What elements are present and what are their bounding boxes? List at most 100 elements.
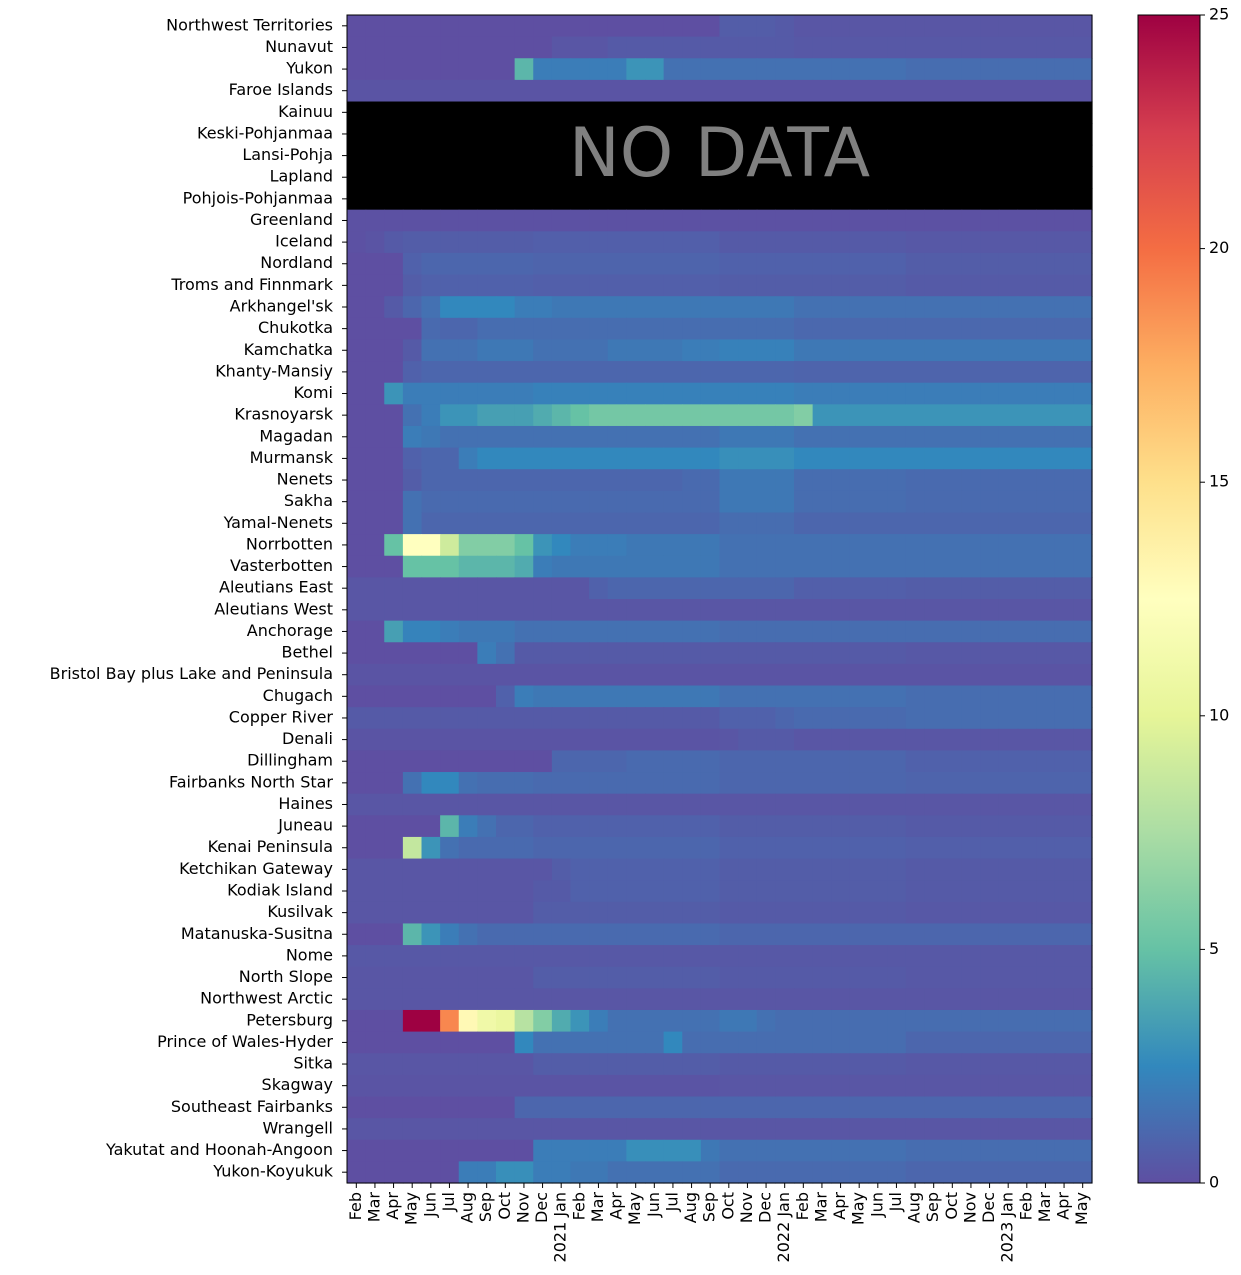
heatmap-cell xyxy=(905,793,925,816)
heatmap-cell xyxy=(868,1118,888,1141)
heatmap-cell xyxy=(477,252,497,276)
heatmap-cell xyxy=(551,209,572,232)
heatmap-cell xyxy=(402,685,423,708)
heatmap-cell xyxy=(1036,36,1056,59)
no-data-cell xyxy=(533,166,553,189)
heatmap-cell xyxy=(961,1118,981,1141)
no-data-cell xyxy=(421,166,441,189)
no-data-cell xyxy=(682,166,702,189)
heatmap-cell xyxy=(868,339,888,362)
heatmap-cell xyxy=(1054,772,1074,795)
heatmap-cell xyxy=(589,15,609,38)
heatmap-cell xyxy=(849,901,870,925)
no-data-cell xyxy=(589,144,609,168)
heatmap-cell xyxy=(775,382,795,405)
no-data-cell xyxy=(831,101,851,124)
heatmap-cell xyxy=(775,36,795,59)
heatmap-cell xyxy=(533,1096,553,1119)
heatmap-cell xyxy=(719,642,739,665)
no-data-cell xyxy=(849,101,870,124)
y-tick-label: North Slope xyxy=(239,967,333,986)
heatmap-cell xyxy=(1036,707,1056,730)
heatmap-cell xyxy=(458,534,478,557)
heatmap-cell xyxy=(365,1096,385,1119)
heatmap-cell xyxy=(775,880,795,903)
heatmap-cell xyxy=(794,58,814,81)
heatmap-cell xyxy=(1073,793,1093,816)
heatmap-cell xyxy=(812,296,832,319)
heatmap-cell xyxy=(775,1031,795,1054)
heatmap-cell xyxy=(496,685,516,708)
no-data-cell xyxy=(551,144,572,168)
heatmap-cell xyxy=(384,534,404,557)
heatmap-cell xyxy=(924,750,944,773)
heatmap-cell xyxy=(1036,836,1056,860)
heatmap-cell xyxy=(551,1009,572,1033)
heatmap-cell xyxy=(1054,793,1074,816)
heatmap-cell xyxy=(924,685,944,708)
heatmap-cell xyxy=(905,858,925,881)
heatmap-cell xyxy=(849,858,870,881)
heatmap-cell xyxy=(402,1161,423,1184)
heatmap-cell xyxy=(700,1031,721,1054)
heatmap-cell xyxy=(682,447,702,470)
no-data-cell xyxy=(477,123,497,146)
heatmap-cell xyxy=(421,1031,441,1054)
heatmap-cell xyxy=(794,15,814,38)
heatmap-cell xyxy=(980,15,1000,38)
heatmap-cell xyxy=(477,1096,497,1119)
heatmap-cell xyxy=(980,1053,1000,1076)
heatmap-cell xyxy=(421,1161,441,1184)
heatmap-cell xyxy=(1036,901,1056,925)
x-tick-label: 2023 Jan xyxy=(998,1192,1017,1262)
y-tick-label: Chugach xyxy=(263,686,333,705)
heatmap-cell xyxy=(756,1139,776,1162)
heatmap-cell xyxy=(645,317,665,341)
heatmap-cell xyxy=(365,1009,385,1033)
heatmap-cell xyxy=(440,772,460,795)
heatmap-cell xyxy=(775,685,795,708)
no-data-cell xyxy=(1017,123,1037,146)
heatmap-cell xyxy=(980,447,1000,470)
heatmap-cell xyxy=(905,1118,925,1141)
y-tick-label: Aleutians East xyxy=(219,578,333,597)
heatmap-cell xyxy=(924,1074,944,1098)
heatmap-cell xyxy=(700,534,721,557)
heatmap-cell xyxy=(1054,252,1074,276)
heatmap-cell xyxy=(831,880,851,903)
heatmap-cell xyxy=(533,534,553,557)
no-data-cell xyxy=(868,166,888,189)
heatmap-cell xyxy=(1017,1074,1037,1098)
heatmap-cell xyxy=(533,361,553,384)
heatmap-cell xyxy=(887,58,907,81)
no-data-cell xyxy=(645,166,665,189)
colorbar xyxy=(1137,14,1201,1184)
heatmap-cell xyxy=(756,317,776,341)
no-data-cell xyxy=(663,188,683,211)
heatmap-cell xyxy=(756,447,776,470)
heatmap-cell xyxy=(496,1053,516,1076)
heatmap-cell xyxy=(551,599,572,622)
heatmap-cell xyxy=(663,361,683,384)
heatmap-cell xyxy=(384,79,404,103)
heatmap-cell xyxy=(1054,15,1074,38)
heatmap-cell xyxy=(626,685,646,708)
heatmap-cell xyxy=(887,707,907,730)
heatmap-cell xyxy=(719,923,739,946)
heatmap-cell xyxy=(943,79,963,103)
heatmap-cell xyxy=(887,555,907,578)
heatmap-cell xyxy=(1073,555,1093,578)
heatmap-cell xyxy=(663,404,683,427)
heatmap-cell xyxy=(402,836,423,860)
heatmap-cell xyxy=(570,209,590,232)
heatmap-cell xyxy=(607,490,627,514)
heatmap-cell xyxy=(700,339,721,362)
heatmap-cell xyxy=(551,923,572,946)
heatmap-cell xyxy=(607,296,627,319)
heatmap-cell xyxy=(458,404,478,427)
no-data-cell xyxy=(980,144,1000,168)
heatmap-cell xyxy=(570,836,590,860)
heatmap-cell xyxy=(794,772,814,795)
heatmap-cell xyxy=(998,534,1019,557)
heatmap-cell xyxy=(347,447,367,470)
